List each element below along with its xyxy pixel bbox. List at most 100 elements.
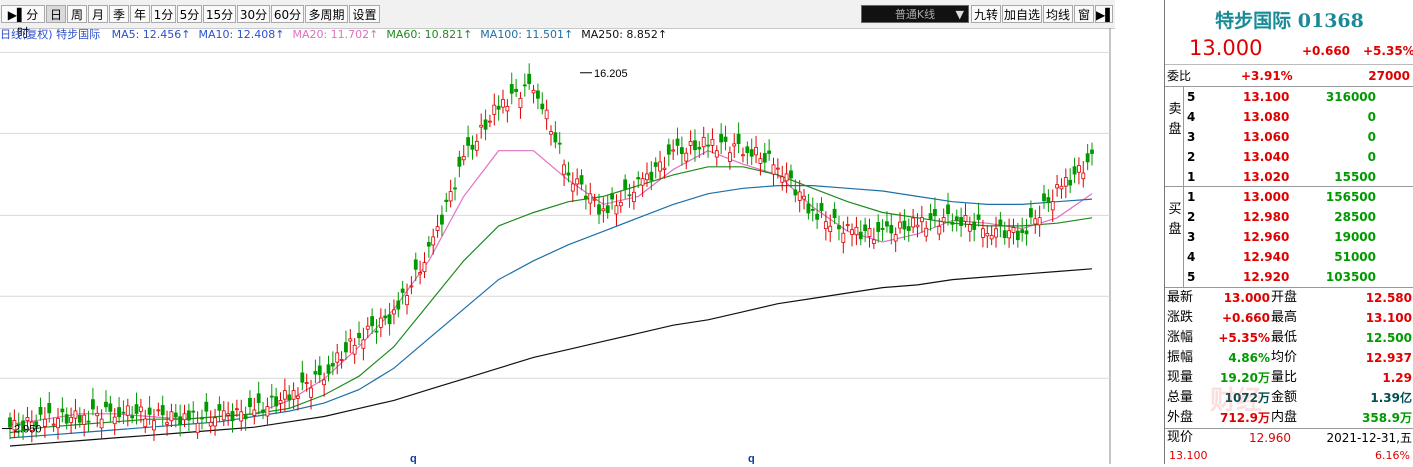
add-watchlist-button[interactable]: 加自选 — [1002, 5, 1042, 23]
candle-body — [618, 202, 623, 207]
stat-value: 12.937 — [1365, 351, 1412, 365]
bid-level: 3 — [1187, 230, 1196, 244]
period-60min-button[interactable]: 60分 — [271, 5, 304, 23]
candle-body — [178, 416, 183, 426]
weibi-diff: 27000 — [1368, 69, 1410, 83]
stat-value: 358.9万 — [1362, 411, 1412, 425]
candle-body — [693, 140, 697, 151]
period-1min-button[interactable]: 1分 — [151, 5, 176, 23]
candle-body — [684, 152, 689, 162]
period-day-button[interactable]: 日 — [46, 5, 66, 23]
settings-button[interactable]: 设置 — [349, 5, 380, 23]
candle-body — [82, 414, 87, 425]
period-30min-button[interactable]: 30分 — [237, 5, 270, 23]
candle-body — [889, 224, 894, 234]
ask-price: 13.080 — [1243, 110, 1290, 124]
stat-label: 外盘 — [1167, 410, 1194, 425]
stat-value: 13.000 — [1223, 291, 1270, 305]
candle-body — [819, 203, 824, 211]
candle-body — [950, 221, 955, 225]
weibi-label: 委比 — [1167, 69, 1192, 83]
period-year-button[interactable]: 年 — [130, 5, 150, 23]
candle-body — [186, 410, 191, 421]
candle-body — [645, 173, 649, 181]
candle-body — [117, 407, 121, 418]
candle-body — [330, 363, 335, 367]
candle-body — [566, 172, 571, 176]
candle-body — [789, 170, 793, 179]
candle-body — [108, 403, 113, 412]
candle-body — [1020, 229, 1025, 233]
candle-body — [719, 133, 724, 143]
period-week-button[interactable]: 周 — [67, 5, 87, 23]
candle-body — [492, 104, 497, 115]
candle-body — [169, 411, 174, 422]
candle-body — [370, 316, 375, 327]
ma-line-ma60 — [9, 166, 1093, 434]
period-month-button[interactable]: 月 — [88, 5, 108, 23]
candle-body — [1085, 153, 1090, 163]
candle-body — [309, 387, 313, 398]
candle-body — [213, 417, 217, 427]
period-quarter-button[interactable]: 季 — [109, 5, 129, 23]
candle-body — [392, 309, 396, 315]
stat-label: 最低 — [1271, 330, 1298, 345]
candle-body — [378, 317, 383, 328]
price-change: +0.660 — [1302, 44, 1351, 58]
bid-volume: 156500 — [1325, 190, 1376, 204]
candle-body — [946, 204, 950, 215]
candle-body — [1081, 172, 1086, 180]
candle-body — [575, 178, 580, 185]
candle-body — [697, 146, 702, 150]
candle-body — [540, 103, 545, 110]
candle-body — [269, 395, 274, 398]
last-price: 13.000 — [1189, 36, 1263, 60]
candle-body — [444, 199, 449, 203]
sell-label: 卖盘 — [1168, 102, 1182, 137]
ask-row: 3 13.060 0 — [1165, 127, 1413, 147]
candle-body — [976, 214, 981, 220]
candle-body — [906, 226, 911, 231]
candle-body — [1015, 230, 1020, 241]
period-15min-button[interactable]: 15分 — [203, 5, 236, 23]
candle-body — [714, 150, 719, 158]
candle-body — [25, 417, 30, 422]
candle-body — [431, 236, 436, 246]
candle-body — [252, 409, 257, 416]
stat-label: 最新 — [1167, 290, 1194, 305]
candle-body — [104, 401, 108, 408]
period-5min-button[interactable]: 5分 — [177, 5, 202, 23]
bid-level: 4 — [1187, 250, 1196, 264]
candle-body — [156, 409, 161, 412]
kline-type-select[interactable]: 普通K线 ▼ — [861, 5, 969, 23]
buy-label: 买盘 — [1168, 202, 1182, 237]
candle-body — [29, 421, 34, 431]
expand-panel-icon[interactable]: ▶▌ — [1095, 5, 1114, 23]
candle-body — [435, 226, 440, 231]
toggle-sidebar-button[interactable]: ▶▌分时 — [1, 5, 45, 40]
ma-legend-item: MA60: 10.821↑ — [386, 28, 473, 41]
window-button[interactable]: 窗 — [1074, 5, 1094, 23]
candle-body — [348, 338, 353, 342]
ask-volume: 0 — [1367, 110, 1376, 124]
candle-body — [226, 413, 231, 416]
candle-body — [448, 191, 453, 202]
bid-row: 1 13.000 156500 — [1165, 187, 1413, 207]
candle-body — [326, 364, 331, 374]
candle-body — [317, 365, 322, 376]
stat-label: 开盘 — [1271, 290, 1298, 305]
multi-period-button[interactable]: 多周期 — [305, 5, 348, 23]
nine-turn-button[interactable]: 九转 — [971, 5, 1001, 23]
candle-body — [1029, 208, 1033, 218]
stat-value: 1.29 — [1382, 371, 1412, 385]
candle-body — [758, 158, 763, 164]
ma-settings-button[interactable]: 均线 — [1043, 5, 1073, 23]
candle-body — [195, 422, 200, 434]
stat-row: 涨幅 +5.35% 最低 12.500 — [1165, 328, 1413, 348]
candle-body — [12, 420, 17, 431]
kline-chart[interactable]: 16.96513.94810.8947.8774.823qq16.2052.95… — [0, 28, 1150, 465]
candle-body — [296, 395, 300, 399]
candle-body — [313, 371, 318, 375]
candle-body — [1011, 227, 1016, 233]
ask-row: 2 13.040 0 — [1165, 147, 1413, 167]
